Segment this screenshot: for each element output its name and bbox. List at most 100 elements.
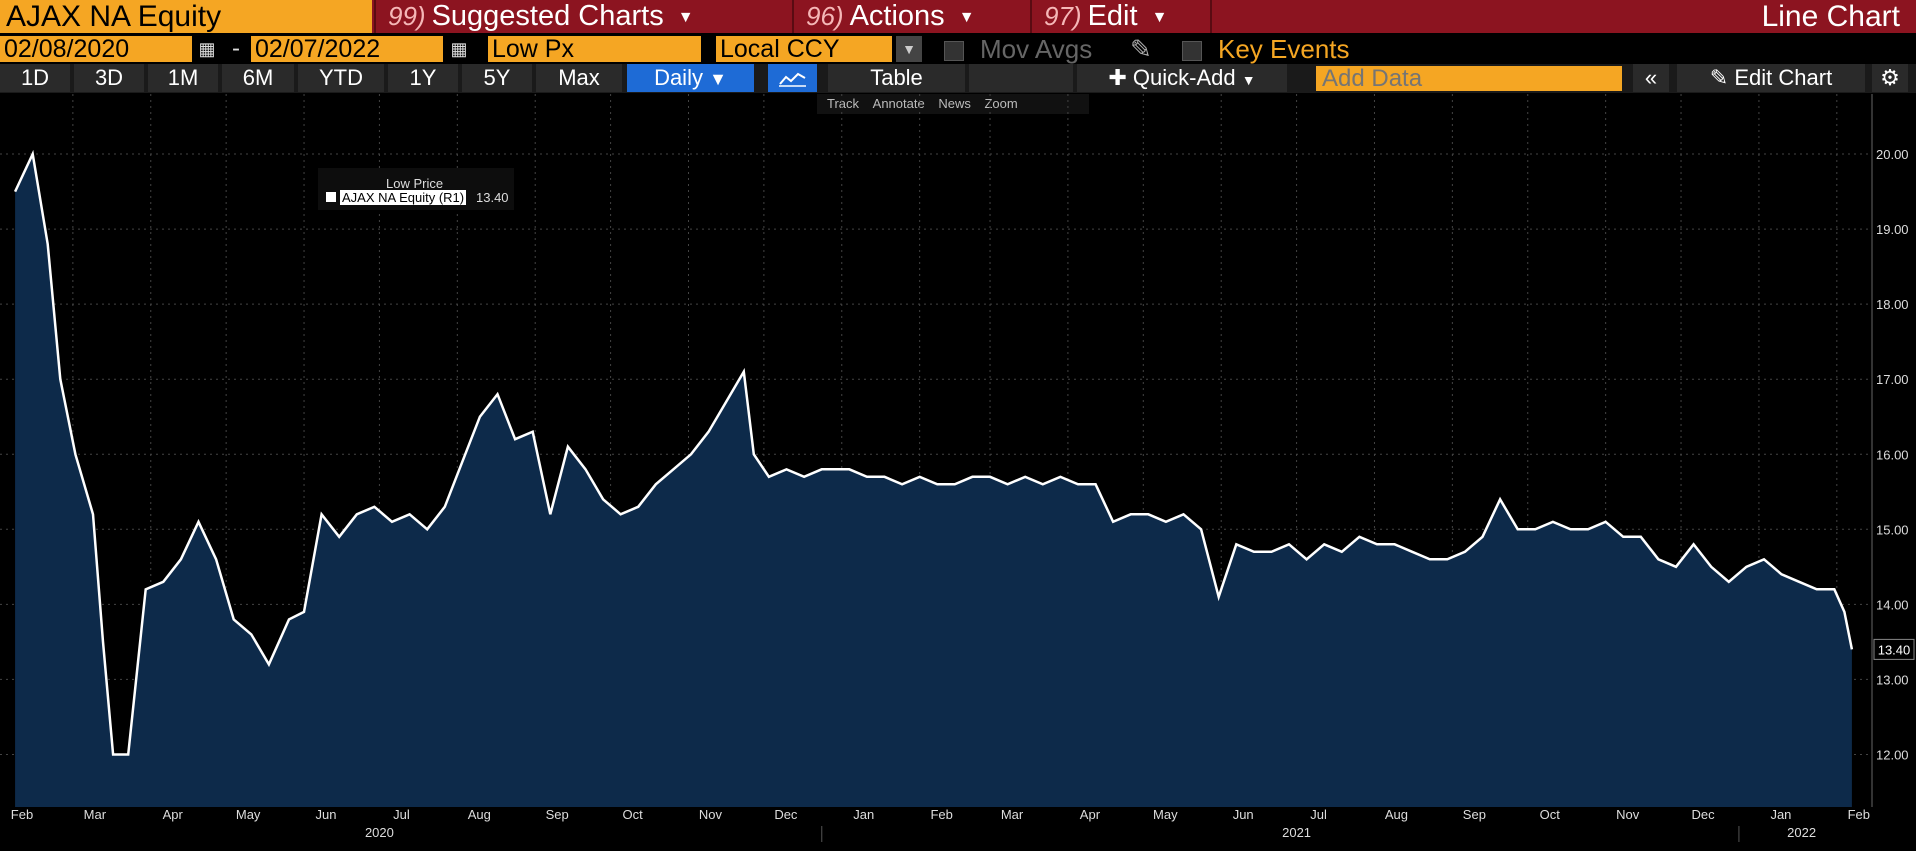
start-date-field[interactable]: 02/08/2020 bbox=[0, 36, 192, 62]
pencil-icon: ✎ bbox=[1709, 65, 1729, 90]
key-events-checkbox[interactable] bbox=[1182, 41, 1202, 61]
plus-icon: ✚ bbox=[1108, 65, 1127, 90]
ticker-field[interactable]: AJAX NA Equity bbox=[0, 0, 372, 33]
mov-avgs-label: Mov Avgs bbox=[980, 34, 1093, 64]
chevron-down-icon[interactable]: ▼ bbox=[896, 36, 922, 62]
range-ytd-button[interactable]: YTD bbox=[298, 64, 384, 92]
x-tick-label: Oct bbox=[1540, 807, 1561, 822]
quick-add-button[interactable]: ✚ Quick-Add ▼ bbox=[1077, 64, 1287, 92]
calendar-icon[interactable]: ▦ bbox=[198, 39, 216, 59]
x-tick-label: Jan bbox=[1770, 807, 1791, 822]
legend-swatch bbox=[326, 192, 336, 202]
pencil-icon[interactable]: ✎ bbox=[1130, 34, 1152, 64]
frequency-label: Daily bbox=[654, 65, 703, 90]
legend-value: 13.40 bbox=[476, 190, 509, 205]
blank-toolbar-slot bbox=[969, 64, 1073, 92]
x-tick-label: May bbox=[236, 807, 261, 822]
y-tick-label: 20.00 bbox=[1876, 147, 1909, 162]
range-1y-button[interactable]: 1Y bbox=[388, 64, 458, 92]
menu-number: 99) bbox=[388, 1, 426, 31]
x-tick-label: Jun bbox=[1233, 807, 1254, 822]
x-tick-label: May bbox=[1153, 807, 1178, 822]
x-tick-label: Jan bbox=[853, 807, 874, 822]
x-tick-label: Apr bbox=[163, 807, 184, 822]
date-separator: - bbox=[232, 35, 240, 62]
x-tick-label: Oct bbox=[622, 807, 643, 822]
chart-tools: Track Annotate News Zoom bbox=[817, 94, 1089, 114]
x-tick-label: Jun bbox=[316, 807, 337, 822]
range-max-button[interactable]: Max bbox=[536, 64, 622, 92]
y-tick-label: 15.00 bbox=[1876, 522, 1909, 537]
chevron-down-icon: ▼ bbox=[709, 69, 727, 89]
x-tick-label: Feb bbox=[11, 807, 33, 822]
year-label: 2022 bbox=[1787, 825, 1816, 840]
menu-label: Actions bbox=[849, 0, 945, 32]
y-tick-label: 18.00 bbox=[1876, 297, 1909, 312]
line-chart-icon[interactable] bbox=[768, 64, 817, 92]
x-tick-label: Aug bbox=[468, 807, 491, 822]
y-tick-label: 14.00 bbox=[1876, 597, 1909, 612]
tool-track[interactable]: Track bbox=[827, 96, 860, 111]
key-events-label: Key Events bbox=[1218, 34, 1350, 64]
range-1m-button[interactable]: 1M bbox=[148, 64, 218, 92]
edit-menu[interactable]: 97) Edit ▼ bbox=[1030, 0, 1210, 33]
legend-series-name[interactable]: AJAX NA Equity (R1) bbox=[340, 190, 467, 205]
last-value-box bbox=[1873, 638, 1915, 660]
series-line bbox=[13, 149, 1854, 756]
year-label: 2020 bbox=[365, 825, 394, 840]
chevron-down-icon: ▼ bbox=[1151, 8, 1168, 26]
x-tick-label: Jul bbox=[393, 807, 410, 822]
x-tick-label: Mar bbox=[1001, 807, 1024, 822]
x-tick-label: Feb bbox=[930, 807, 952, 822]
calendar-icon[interactable]: ▦ bbox=[450, 39, 468, 59]
tool-news[interactable]: News bbox=[938, 96, 971, 111]
last-value-label: 13.40 bbox=[1878, 642, 1911, 657]
x-tick-label: Feb bbox=[1848, 807, 1870, 822]
menu-number: 96) bbox=[806, 1, 844, 31]
x-tick-label: Dec bbox=[774, 807, 798, 822]
year-label: 2021 bbox=[1282, 825, 1311, 840]
tool-zoom[interactable]: Zoom bbox=[984, 96, 1018, 111]
x-tick-label: Sep bbox=[546, 807, 569, 822]
frequency-select[interactable]: Daily ▼ bbox=[627, 64, 754, 92]
y-tick-label: 13.00 bbox=[1876, 672, 1909, 687]
menu-number: 97) bbox=[1044, 1, 1082, 31]
table-button[interactable]: Table bbox=[828, 64, 965, 92]
field-select[interactable]: Low Px bbox=[488, 36, 701, 62]
actions-menu[interactable]: 96) Actions ▼ bbox=[792, 0, 1030, 33]
x-tick-label: Nov bbox=[699, 807, 723, 822]
y-tick-label: 16.00 bbox=[1876, 447, 1909, 462]
mov-avgs-checkbox[interactable] bbox=[944, 41, 964, 61]
edit-chart-button[interactable]: ✎ Edit Chart bbox=[1677, 64, 1865, 92]
range-5y-button[interactable]: 5Y bbox=[462, 64, 532, 92]
view-title: Line Chart bbox=[1761, 0, 1900, 33]
collapse-icon[interactable]: « bbox=[1633, 64, 1669, 92]
quick-add-label: Quick-Add bbox=[1132, 65, 1236, 90]
x-tick-label: Aug bbox=[1385, 807, 1408, 822]
x-tick-label: Nov bbox=[1616, 807, 1640, 822]
chevron-down-icon: ▼ bbox=[677, 8, 694, 26]
currency-select[interactable]: Local CCY bbox=[716, 36, 892, 62]
add-data-input[interactable] bbox=[1316, 66, 1622, 91]
end-date-field[interactable]: 02/07/2022 bbox=[251, 36, 443, 62]
gear-icon[interactable]: ⚙ bbox=[1872, 64, 1908, 92]
header-divider bbox=[1210, 0, 1214, 33]
range-6m-button[interactable]: 6M bbox=[222, 64, 294, 92]
chart-legend: Low Price AJAX NA Equity (R1) 13.40 bbox=[318, 168, 514, 210]
chevron-down-icon: ▼ bbox=[1241, 72, 1256, 88]
x-tick-label: Jul bbox=[1310, 807, 1327, 822]
range-1d-button[interactable]: 1D bbox=[0, 64, 70, 92]
y-tick-label: 12.00 bbox=[1876, 747, 1909, 762]
x-tick-label: Mar bbox=[84, 807, 107, 822]
x-tick-label: Apr bbox=[1080, 807, 1101, 822]
suggested-charts-menu[interactable]: 99) Suggested Charts ▼ bbox=[374, 0, 792, 33]
line-chart[interactable]: 12.00 13.00 14.00 15.00 16.00 17.00 18.00 19.00… bbox=[0, 94, 1916, 851]
range-3d-button[interactable]: 3D bbox=[74, 64, 144, 92]
menu-label: Edit bbox=[1087, 0, 1138, 32]
tool-annotate[interactable]: Annotate bbox=[872, 96, 925, 111]
series-area bbox=[15, 154, 1852, 807]
menu-label: Suggested Charts bbox=[431, 0, 664, 32]
y-tick-label: 17.00 bbox=[1876, 372, 1909, 387]
y-tick-label: 19.00 bbox=[1876, 222, 1909, 237]
legend-title: Low Price bbox=[386, 176, 444, 191]
